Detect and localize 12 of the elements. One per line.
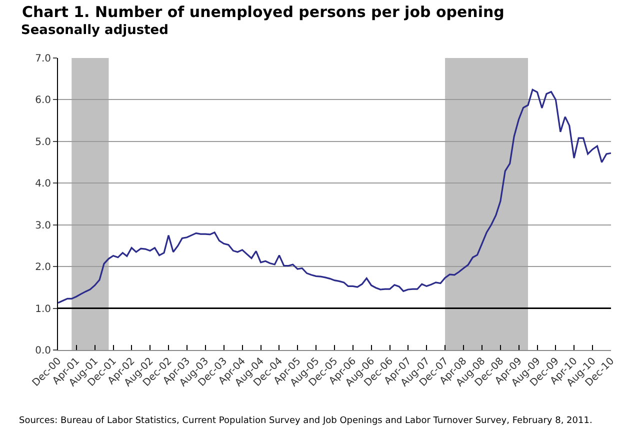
y-tick-label: 1.0 <box>35 304 51 315</box>
chart-title: Chart 1. Number of unemployed persons per job opening <box>22 2 504 21</box>
y-tick-label: 6.0 <box>35 95 51 106</box>
y-tick-label: 3.0 <box>35 220 51 232</box>
y-tick-label: 5.0 <box>35 136 51 148</box>
line-series <box>58 88 611 304</box>
y-tick-label: 0.0 <box>35 346 51 356</box>
y-tick-label: 4.0 <box>35 178 51 190</box>
source-note: Sources: Bureau of Labor Statistics, Current Population Survey and Job Openings and Labor Turnover Survey, February 8, 2011. <box>19 416 592 426</box>
y-tick-label: 2.0 <box>35 262 51 274</box>
chart-subtitle: Seasonally adjusted <box>21 23 168 38</box>
y-tick-label: 7.0 <box>35 54 51 64</box>
